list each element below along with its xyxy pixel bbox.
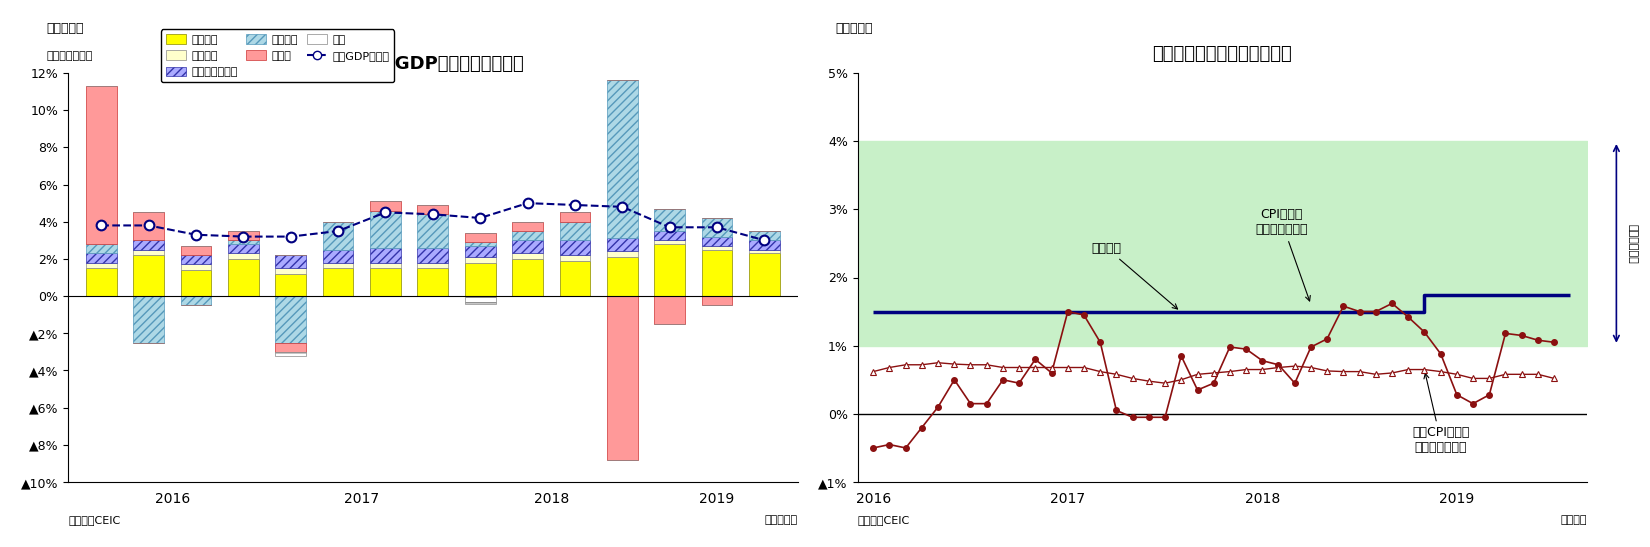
Bar — [655, 209, 685, 231]
Bar — [370, 211, 401, 248]
Bar — [323, 268, 353, 296]
Bar — [655, 244, 685, 296]
Bar — [86, 86, 117, 244]
Bar — [607, 238, 637, 252]
Bar — [655, 240, 685, 244]
Text: CPI上昇率
（前年同月比）: CPI上昇率 （前年同月比） — [1256, 208, 1310, 301]
Bar — [607, 296, 637, 459]
Bar — [134, 240, 163, 249]
Bar — [559, 222, 591, 240]
Text: （資料）CEIC: （資料）CEIC — [68, 515, 120, 525]
Bar — [276, 296, 307, 342]
Text: 政策金利: 政策金利 — [1092, 242, 1178, 309]
Bar — [749, 249, 780, 253]
Bar — [465, 233, 495, 242]
Bar — [701, 249, 733, 296]
Bar — [86, 244, 117, 253]
Title: タイのインフレ率と政策金利: タイのインフレ率と政策金利 — [1153, 45, 1292, 63]
Bar — [417, 268, 449, 296]
Bar — [701, 246, 733, 249]
Bar — [276, 352, 307, 356]
Bar — [276, 255, 307, 268]
Bar — [559, 255, 591, 261]
Bar — [86, 268, 117, 296]
Bar — [701, 218, 733, 237]
Bar — [134, 255, 163, 296]
Bar — [512, 253, 543, 259]
Bar — [417, 263, 449, 268]
Bar — [370, 201, 401, 211]
Bar — [370, 263, 401, 268]
Title: タイの実質GDP成長率（需要側）: タイの実質GDP成長率（需要側） — [342, 55, 525, 73]
Text: コアCPI上昇率
（前年同月比）: コアCPI上昇率 （前年同月比） — [1412, 374, 1470, 455]
Bar — [559, 261, 591, 296]
Text: （前年同期比）: （前年同期比） — [46, 51, 92, 61]
Bar — [465, 246, 495, 257]
Bar — [512, 259, 543, 296]
Text: （資料）CEIC: （資料）CEIC — [858, 515, 909, 525]
Bar — [180, 255, 211, 265]
Bar — [655, 296, 685, 324]
Bar — [559, 240, 591, 255]
Bar — [749, 231, 780, 240]
Bar — [86, 253, 117, 263]
Bar — [465, 296, 495, 304]
Text: インフレ目標: インフレ目標 — [1627, 224, 1637, 263]
Text: （図表８）: （図表８） — [46, 22, 84, 35]
Bar — [749, 240, 780, 249]
Text: （月次）: （月次） — [1561, 515, 1587, 525]
Bar — [607, 257, 637, 296]
Bar — [228, 240, 259, 244]
Bar — [465, 257, 495, 263]
Text: （四半期）: （四半期） — [764, 515, 797, 525]
Bar — [180, 246, 211, 255]
Bar — [701, 237, 733, 246]
Bar — [180, 265, 211, 270]
Bar — [512, 222, 543, 231]
Bar — [323, 249, 353, 263]
Bar — [323, 222, 353, 249]
Bar — [134, 212, 163, 240]
Bar — [417, 205, 449, 214]
Bar — [559, 212, 591, 222]
Bar — [465, 242, 495, 246]
Bar — [180, 296, 211, 305]
Bar — [655, 231, 685, 240]
Bar — [607, 80, 637, 238]
Bar — [701, 296, 733, 305]
Bar — [134, 296, 163, 342]
Bar — [228, 259, 259, 296]
Bar — [417, 248, 449, 263]
Bar — [370, 268, 401, 296]
Bar — [276, 274, 307, 296]
Legend: 民間消費, 政府消費, 総固定資本形成, 在庫変動, 純輸出, 誤差, 実質GDP成長率: 民間消費, 政府消費, 総固定資本形成, 在庫変動, 純輸出, 誤差, 実質GD… — [162, 30, 394, 82]
Bar — [180, 270, 211, 296]
Bar — [276, 268, 307, 274]
Bar — [512, 240, 543, 253]
Bar — [86, 263, 117, 268]
Bar — [276, 342, 307, 352]
Bar — [465, 263, 495, 296]
Bar — [228, 231, 259, 240]
Bar — [417, 214, 449, 248]
Bar — [323, 263, 353, 268]
Text: （図表９）: （図表９） — [837, 22, 873, 35]
Bar — [370, 248, 401, 263]
Bar — [607, 252, 637, 257]
Bar — [134, 249, 163, 255]
Bar — [228, 244, 259, 253]
Bar — [512, 231, 543, 240]
Bar — [749, 253, 780, 296]
Bar — [228, 253, 259, 259]
